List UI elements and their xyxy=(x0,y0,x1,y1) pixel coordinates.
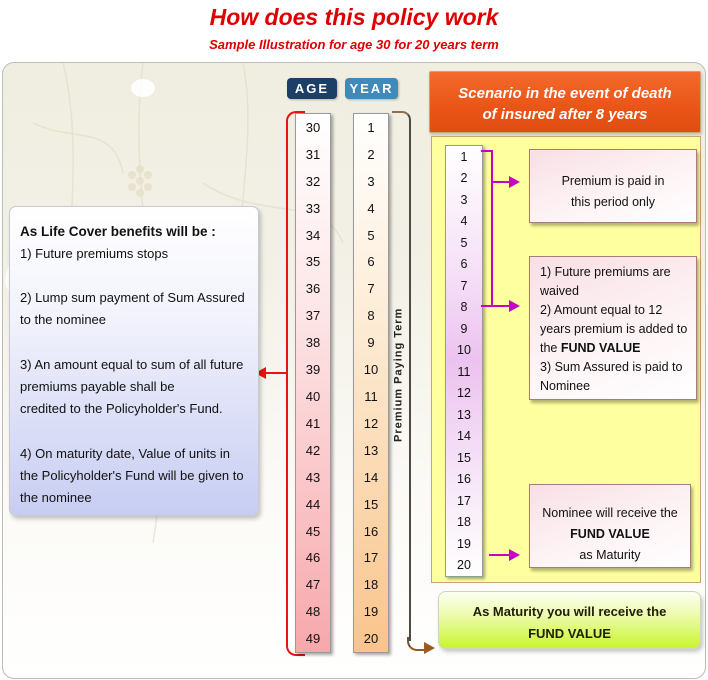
benefit-point-3: 3) An amount equal to sum of all future … xyxy=(20,357,244,416)
scenario-year-cell: 19 xyxy=(457,536,471,551)
premium-paid-note-box: Premium is paid in this period only xyxy=(529,149,697,223)
age-cell: 36 xyxy=(305,281,321,297)
year-column: 1 2 3 4 5 6 7 8 9 10 11 12 13 14 15 16 17 18 19 20 xyxy=(353,113,389,653)
death-benefit-note-box: 1) Future premiums are waived 2) Amount … xyxy=(529,256,697,400)
age-cell: 39 xyxy=(305,362,321,378)
age-cell: 46 xyxy=(305,550,321,566)
year-cell: 4 xyxy=(367,200,375,216)
scenario-header: Scenario in the event of death of insure… xyxy=(429,71,701,133)
age-column-header: AGE xyxy=(287,78,337,99)
age-cell: 48 xyxy=(305,604,321,620)
age-cell: 40 xyxy=(305,389,321,405)
age-cell: 31 xyxy=(305,146,321,162)
benefits-title: As Life Cover benefits will be : xyxy=(20,224,216,239)
magenta-arrow1-line xyxy=(491,181,509,183)
premium-term-bracket xyxy=(392,111,411,641)
year-cell: 15 xyxy=(363,496,379,512)
year-cell: 18 xyxy=(363,577,379,593)
scenario-year-cell: 5 xyxy=(460,235,468,250)
scenario-year-cell: 12 xyxy=(457,386,471,401)
age-cell: 49 xyxy=(305,631,321,647)
year-cell: 17 xyxy=(363,550,379,566)
year-cell: 3 xyxy=(367,173,375,189)
premium-term-bracket-curve xyxy=(407,637,427,651)
year-cell: 7 xyxy=(367,281,375,297)
age-cell: 32 xyxy=(305,173,321,189)
age-cell: 34 xyxy=(305,227,321,243)
year-cell: 2 xyxy=(367,146,375,162)
scenario-year-cell: 9 xyxy=(460,321,468,336)
red-arrow-left-icon xyxy=(255,367,266,379)
scenario-year-cell: 4 xyxy=(460,214,468,229)
benefit-point-4: 4) On maturity date, Value of units in t… xyxy=(20,446,244,505)
year-cell: 20 xyxy=(363,631,379,647)
year-cell: 13 xyxy=(363,442,379,458)
magenta-arrow2-line xyxy=(481,305,509,307)
scenario-year-cell: 15 xyxy=(457,450,471,465)
age-bracket xyxy=(286,111,305,656)
year-cell: 12 xyxy=(363,415,379,431)
magenta-connector-vertical xyxy=(491,150,493,307)
maturity-fund-value-box: As Maturity you will receive the FUND VA… xyxy=(438,591,701,649)
magenta-arrow3-line xyxy=(489,554,509,556)
year-cell: 9 xyxy=(367,335,375,351)
magenta-connector-top xyxy=(481,150,493,152)
scenario-year-column: 1 2 3 4 5 6 7 8 9 10 11 12 13 14 15 16 17 18 19 20 xyxy=(445,145,483,577)
benefit-point-2: 2) Lump sum payment of Sum Assured to th… xyxy=(20,290,245,327)
life-cover-benefits-box: As Life Cover benefits will be : 1) Futu… xyxy=(9,206,259,516)
age-column: 30 31 32 33 34 35 36 37 38 39 40 41 42 43 44 45 46 47 48 49 xyxy=(295,113,331,653)
age-cell: 38 xyxy=(305,335,321,351)
year-column-header: YEAR xyxy=(345,78,398,99)
premium-paying-term-label: Premium Paying Term xyxy=(392,307,405,443)
page-title: How does this policy work xyxy=(209,4,499,30)
age-cell: 35 xyxy=(305,254,321,270)
year-cell: 10 xyxy=(363,362,379,378)
benefit-point-1: 1) Future premiums stops xyxy=(20,246,169,261)
year-cell: 8 xyxy=(367,308,375,324)
year-cell: 1 xyxy=(367,119,375,135)
scenario-year-cell: 18 xyxy=(457,515,471,530)
scenario-year-cell: 10 xyxy=(457,343,471,358)
magenta-arrow-right-icon xyxy=(509,176,520,188)
scenario-year-cell: 13 xyxy=(457,407,471,422)
scenario-year-cell: 2 xyxy=(460,171,468,186)
year-cell: 14 xyxy=(363,469,379,485)
year-cell: 5 xyxy=(367,227,375,243)
age-cell: 44 xyxy=(305,496,321,512)
scenario-year-cell: 6 xyxy=(460,257,468,272)
scenario-year-cell: 17 xyxy=(457,493,471,508)
age-cell: 42 xyxy=(305,442,321,458)
red-arrow-line xyxy=(265,372,287,374)
scenario-year-cell: 16 xyxy=(457,472,471,487)
age-cell: 33 xyxy=(305,200,321,216)
year-cell: 19 xyxy=(363,604,379,620)
brown-arrow-right-icon xyxy=(424,642,435,654)
age-cell: 45 xyxy=(305,523,321,539)
age-cell: 43 xyxy=(305,469,321,485)
age-cell: 47 xyxy=(305,577,321,593)
year-cell: 11 xyxy=(364,389,378,405)
death-note-item-3: 3) Sum Assured is paid to Nominee xyxy=(540,360,683,393)
magenta-arrow-right-icon xyxy=(509,549,520,561)
scenario-year-cell: 7 xyxy=(460,278,468,293)
magenta-arrow-right-icon xyxy=(509,300,520,312)
scenario-year-cell: 11 xyxy=(457,364,471,379)
year-cell: 6 xyxy=(367,254,375,270)
age-cell: 41 xyxy=(305,415,321,431)
death-note-item-1: 1) Future premiums are waived xyxy=(540,265,671,298)
age-cell: 30 xyxy=(305,119,321,135)
page-subtitle: Sample Illustration for age 30 for 20 ye… xyxy=(209,37,499,52)
nominee-fund-note-box: Nominee will receive the FUND VALUE as M… xyxy=(529,484,691,568)
age-cell: 37 xyxy=(305,308,321,324)
year-cell: 16 xyxy=(363,523,379,539)
scenario-year-cell: 1 xyxy=(460,149,468,164)
death-note-item-2: 2) Amount equal to 12 years premium is a… xyxy=(540,303,688,355)
scenario-year-cell: 14 xyxy=(457,429,471,444)
scenario-year-cell: 20 xyxy=(457,558,471,573)
main-panel: AGE YEAR Premium Paying Term 30 31 32 33 34 3… xyxy=(2,62,706,679)
scenario-panel: 1 2 3 4 5 6 7 8 9 10 11 12 13 14 15 16 17 18 19 20 Premium … xyxy=(431,136,701,583)
scenario-year-cell: 3 xyxy=(460,192,468,207)
scenario-year-cell: 8 xyxy=(460,300,468,315)
